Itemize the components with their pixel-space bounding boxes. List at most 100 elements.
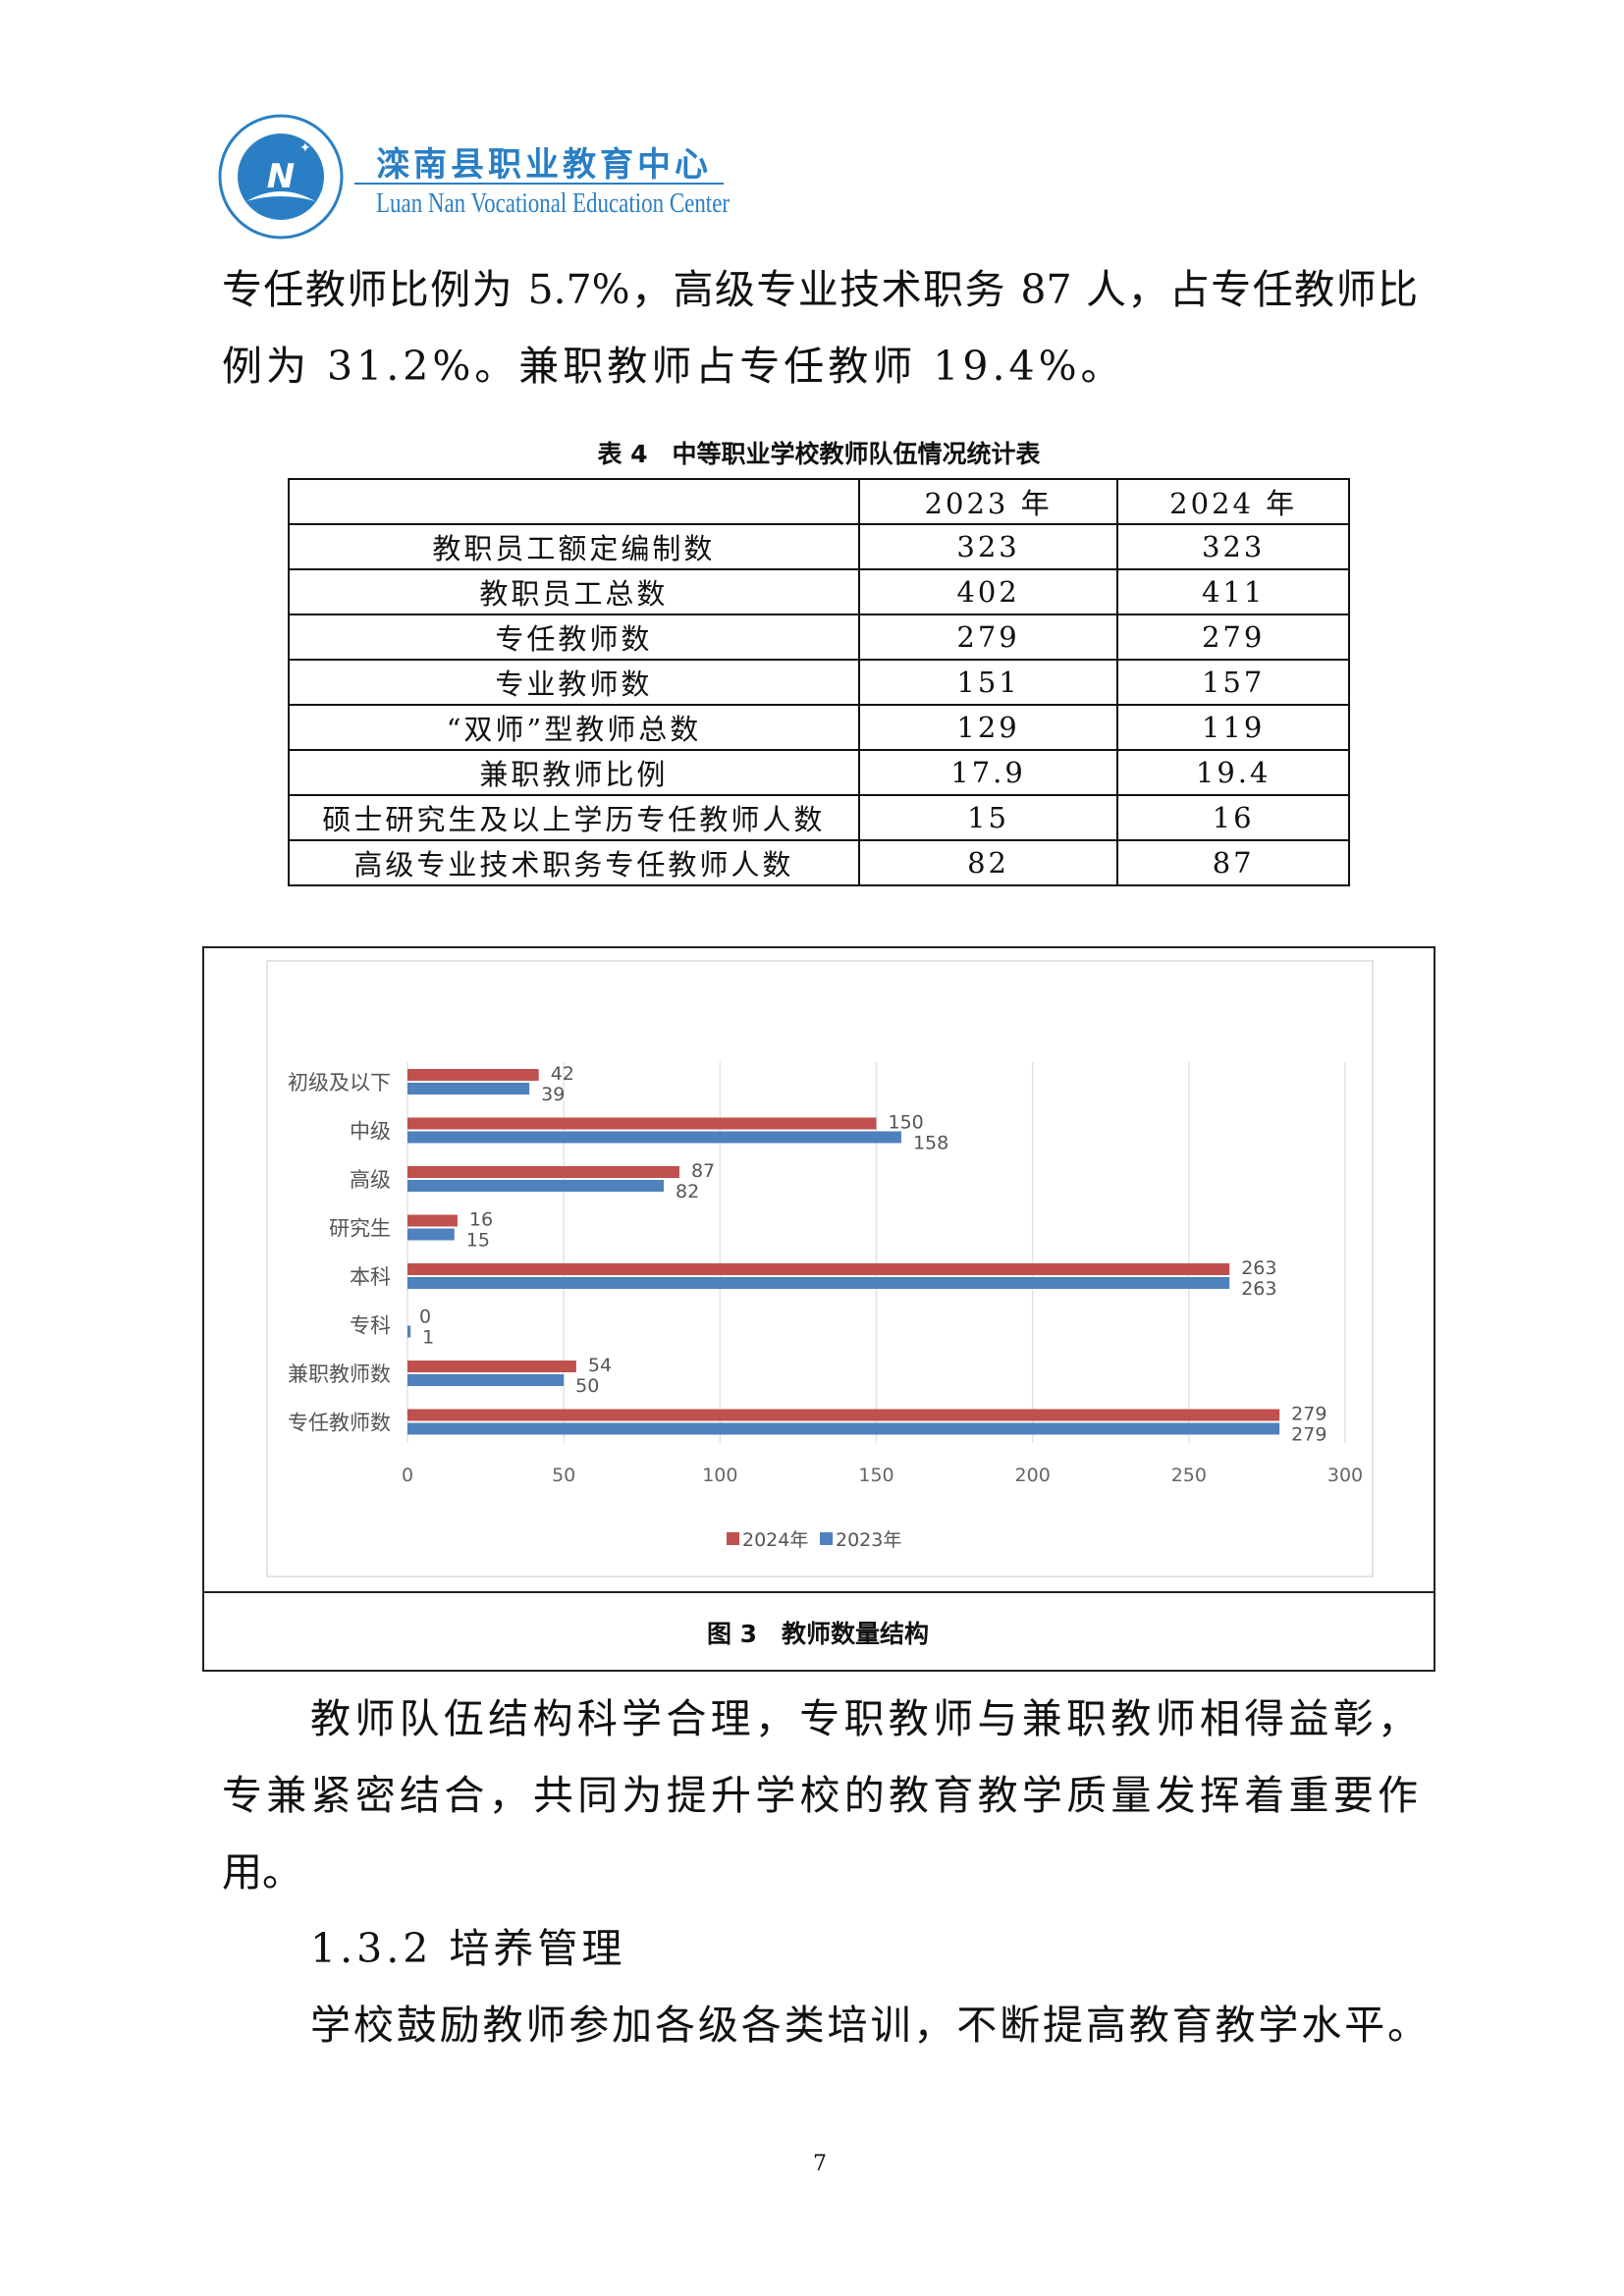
table-cell: 19.4 (1116, 749, 1350, 796)
table-cell: 129 (857, 704, 1119, 751)
table-cell: 15 (857, 794, 1119, 841)
logo-divider (354, 183, 724, 185)
table-row: 教职员工总数 402 411 (288, 568, 1350, 615)
figure-caption: 图 3 教师数量结构 (706, 1620, 930, 1648)
table-cell: 402 (857, 568, 1119, 615)
x-tick-label: 300 (1327, 1465, 1363, 1486)
category-label: 本科 (350, 1265, 391, 1289)
data-label: 158 (913, 1133, 948, 1154)
table-cell: 87 (1116, 839, 1350, 886)
section-heading: 1.3.2 培养管理 (310, 1925, 626, 1972)
paragraph-line: 用。 (222, 1848, 302, 1896)
data-label: 263 (1241, 1257, 1276, 1279)
paragraph-line: 教师队伍结构科学合理，专职教师与兼职教师相得益彰， (310, 1695, 1418, 1742)
category-label: 兼职教师数 (288, 1362, 391, 1386)
table-cell: 硕士研究生及以上学历专任教师人数 (288, 794, 860, 841)
table-row: 高级专业技术职务专任教师人数 82 87 (288, 839, 1350, 886)
x-tick-label: 50 (552, 1465, 575, 1486)
table-header-row: 2023 年 2024 年 (288, 478, 1350, 525)
legend-swatch (727, 1532, 739, 1545)
category-label: 专科 (350, 1314, 391, 1338)
table-cell: 157 (1116, 659, 1350, 706)
table-cell: 17.9 (857, 749, 1119, 796)
legend-label: 2023年 (836, 1529, 901, 1551)
data-label: 263 (1241, 1278, 1276, 1300)
bar-2024年 (407, 1409, 1280, 1421)
bar-2023年 (407, 1131, 901, 1144)
data-label: 279 (1291, 1404, 1326, 1425)
table-cell: 专业教师数 (288, 659, 860, 706)
data-label: 82 (676, 1181, 699, 1202)
bar-2023年 (407, 1374, 565, 1386)
table-cell: 151 (857, 659, 1119, 706)
teacher-statistics-table: 2023 年 2024 年教职员工额定编制数 323 323 教职员工总数 402 411 专… (288, 478, 1350, 886)
bar-2024年 (407, 1117, 877, 1130)
category-label: 研究生 (329, 1217, 391, 1241)
category-label: 初级及以下 (288, 1071, 391, 1095)
data-label: 87 (691, 1160, 715, 1182)
x-tick-label: 0 (402, 1465, 413, 1486)
legend-label: 2024年 (742, 1529, 808, 1551)
bar-2024年 (407, 1214, 458, 1227)
chart-area (266, 960, 1374, 1577)
table-cell: 279 (1116, 614, 1350, 661)
bar-2024年 (407, 1361, 576, 1372)
data-label: 15 (466, 1230, 490, 1252)
x-tick-label: 100 (702, 1465, 737, 1486)
table-cell: 2023 年 (857, 478, 1119, 525)
table-row: 专业教师数 151 157 (288, 659, 1350, 706)
paragraph-line: 专兼紧密结合，共同为提升学校的教育教学质量发挥着重要作 (222, 1772, 1418, 1819)
table-row: 专任教师数 279 279 (288, 614, 1350, 661)
table-cell: 279 (857, 614, 1119, 661)
data-label: 42 (551, 1063, 574, 1085)
table-row: 兼职教师比例 17.9 19.4 (288, 749, 1350, 796)
svg-text:✦: ✦ (299, 140, 311, 156)
x-tick-label: 150 (858, 1465, 893, 1486)
bar-2023年 (407, 1083, 530, 1095)
data-label: 54 (588, 1355, 612, 1376)
table-cell: 专任教师数 (288, 614, 860, 661)
table-row: 教职员工额定编制数 323 323 (288, 523, 1350, 570)
table-row: “双师”型教师总数 129 119 (288, 704, 1350, 751)
data-label: 150 (889, 1112, 924, 1134)
logo-chinese-name: 滦南县职业教育中心 (376, 145, 712, 185)
data-label: 1 (422, 1327, 434, 1349)
data-label: 50 (575, 1375, 599, 1397)
table-cell: 323 (1116, 523, 1350, 570)
table-cell: 教职员工总数 (288, 568, 860, 615)
seal-letter: N (267, 157, 295, 196)
table-row: 硕士研究生及以上学历专任教师人数 15 16 (288, 794, 1350, 841)
bar-2024年 (407, 1166, 679, 1178)
legend-swatch (820, 1532, 833, 1545)
table-cell: 323 (857, 523, 1119, 570)
table-cell: 82 (857, 839, 1119, 886)
table-cell: 411 (1116, 568, 1350, 615)
school-logo-seal: N ✦ (217, 113, 345, 244)
bar-2023年 (407, 1228, 455, 1241)
page-number: 7 (813, 2152, 827, 2176)
category-label: 专任教师数 (288, 1412, 391, 1435)
figure-frame (202, 946, 1435, 1672)
table-caption: 表 4 中等职业学校教师队伍情况统计表 (597, 440, 1041, 468)
bar-2023年 (407, 1422, 1280, 1435)
data-label: 16 (469, 1209, 493, 1231)
bar-2024年 (407, 1069, 539, 1081)
paragraph-line: 学校鼓励教师参加各级各类培训，不断提高教育教学水平。 (310, 2002, 1428, 2049)
table-cell: 119 (1116, 704, 1350, 751)
data-label: 279 (1291, 1424, 1326, 1446)
table-cell: “双师”型教师总数 (288, 704, 860, 751)
category-label: 高级 (350, 1168, 391, 1192)
data-label: 39 (541, 1084, 565, 1105)
table-cell: 兼职教师比例 (288, 749, 860, 796)
paragraph-line: 例为 31.2%。兼职教师占专任教师 19.4%。 (222, 343, 1125, 390)
x-tick-label: 250 (1171, 1465, 1207, 1486)
table-cell: 2024 年 (1116, 478, 1350, 525)
x-tick-label: 200 (1015, 1465, 1051, 1486)
bar-2023年 (407, 1325, 411, 1338)
paragraph-line: 专任教师比例为 5.7%，高级专业技术职务 87 人，占专任教师比 (222, 266, 1418, 313)
data-label: 0 (419, 1307, 431, 1328)
table-cell: 教职员工额定编制数 (288, 523, 860, 570)
bar-2023年 (407, 1277, 1230, 1289)
